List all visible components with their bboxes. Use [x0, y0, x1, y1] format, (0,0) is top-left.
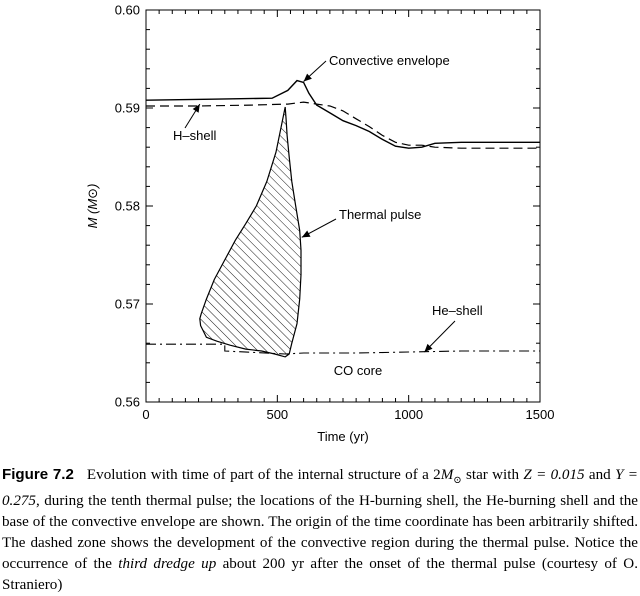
y-tick-label: 0.56 [115, 395, 140, 410]
x-tick-label: 1000 [394, 407, 423, 422]
annotation-thermal-pulse-arrowhead [301, 230, 311, 238]
y-axis-label: M (M⊙) [85, 184, 100, 229]
series-h-shell-line [146, 101, 540, 149]
caption-z: Z = 0.015 [523, 467, 585, 483]
plot-frame [145, 9, 541, 403]
series-convective-envelope-line [145, 79, 540, 149]
x-axis-label: Time (yr) [317, 429, 369, 444]
series-thermal-pulse-region [199, 106, 302, 358]
annotation-he-shell: He–shell [432, 303, 483, 318]
caption-emphasis: third dredge up [118, 556, 217, 573]
annotation-convective-envelope: Convective envelope [329, 53, 450, 68]
caption-y: Y = 0.275 [2, 467, 638, 510]
figure-caption: Figure 7.2 Evolution with time of part o… [2, 464, 638, 593]
series-he-shell-line [146, 343, 540, 355]
caption-text-2: star with [461, 467, 524, 483]
caption-text-1: Evolution with time of part of the inter… [86, 467, 441, 483]
annotation-he-shell-arrowhead [424, 343, 433, 352]
annotation-co-core: CO core [334, 363, 382, 378]
caption-mass-symbol: M [440, 467, 454, 483]
figure-chart: 0 500 1000 1500 0.56 0.57 0.58 0.59 0.60 Time (y… [85, 3, 555, 445]
annotation-convective-envelope-arrowhead [303, 73, 312, 82]
caption-mass-sub: ⊙ [453, 475, 462, 487]
caption-label: Figure 7.2 [2, 466, 74, 483]
annotation-h-shell-arrowhead [192, 104, 200, 113]
y-tick-label: 0.58 [115, 199, 140, 214]
x-tick-label: 500 [266, 407, 288, 422]
annotation-thermal-pulse: Thermal pulse [339, 207, 421, 222]
y-tick-label: 0.59 [115, 101, 140, 116]
y-tick-label: 0.57 [115, 297, 140, 312]
y-tick-label: 0.60 [115, 3, 140, 18]
x-tick-label: 0 [142, 407, 149, 422]
x-tick-label: 1500 [526, 407, 555, 422]
caption-text-4: , during the tenth thermal pulse; the lo… [2, 493, 638, 573]
caption-text-3: and [584, 467, 616, 483]
annotation-h-shell: H–shell [173, 128, 216, 143]
